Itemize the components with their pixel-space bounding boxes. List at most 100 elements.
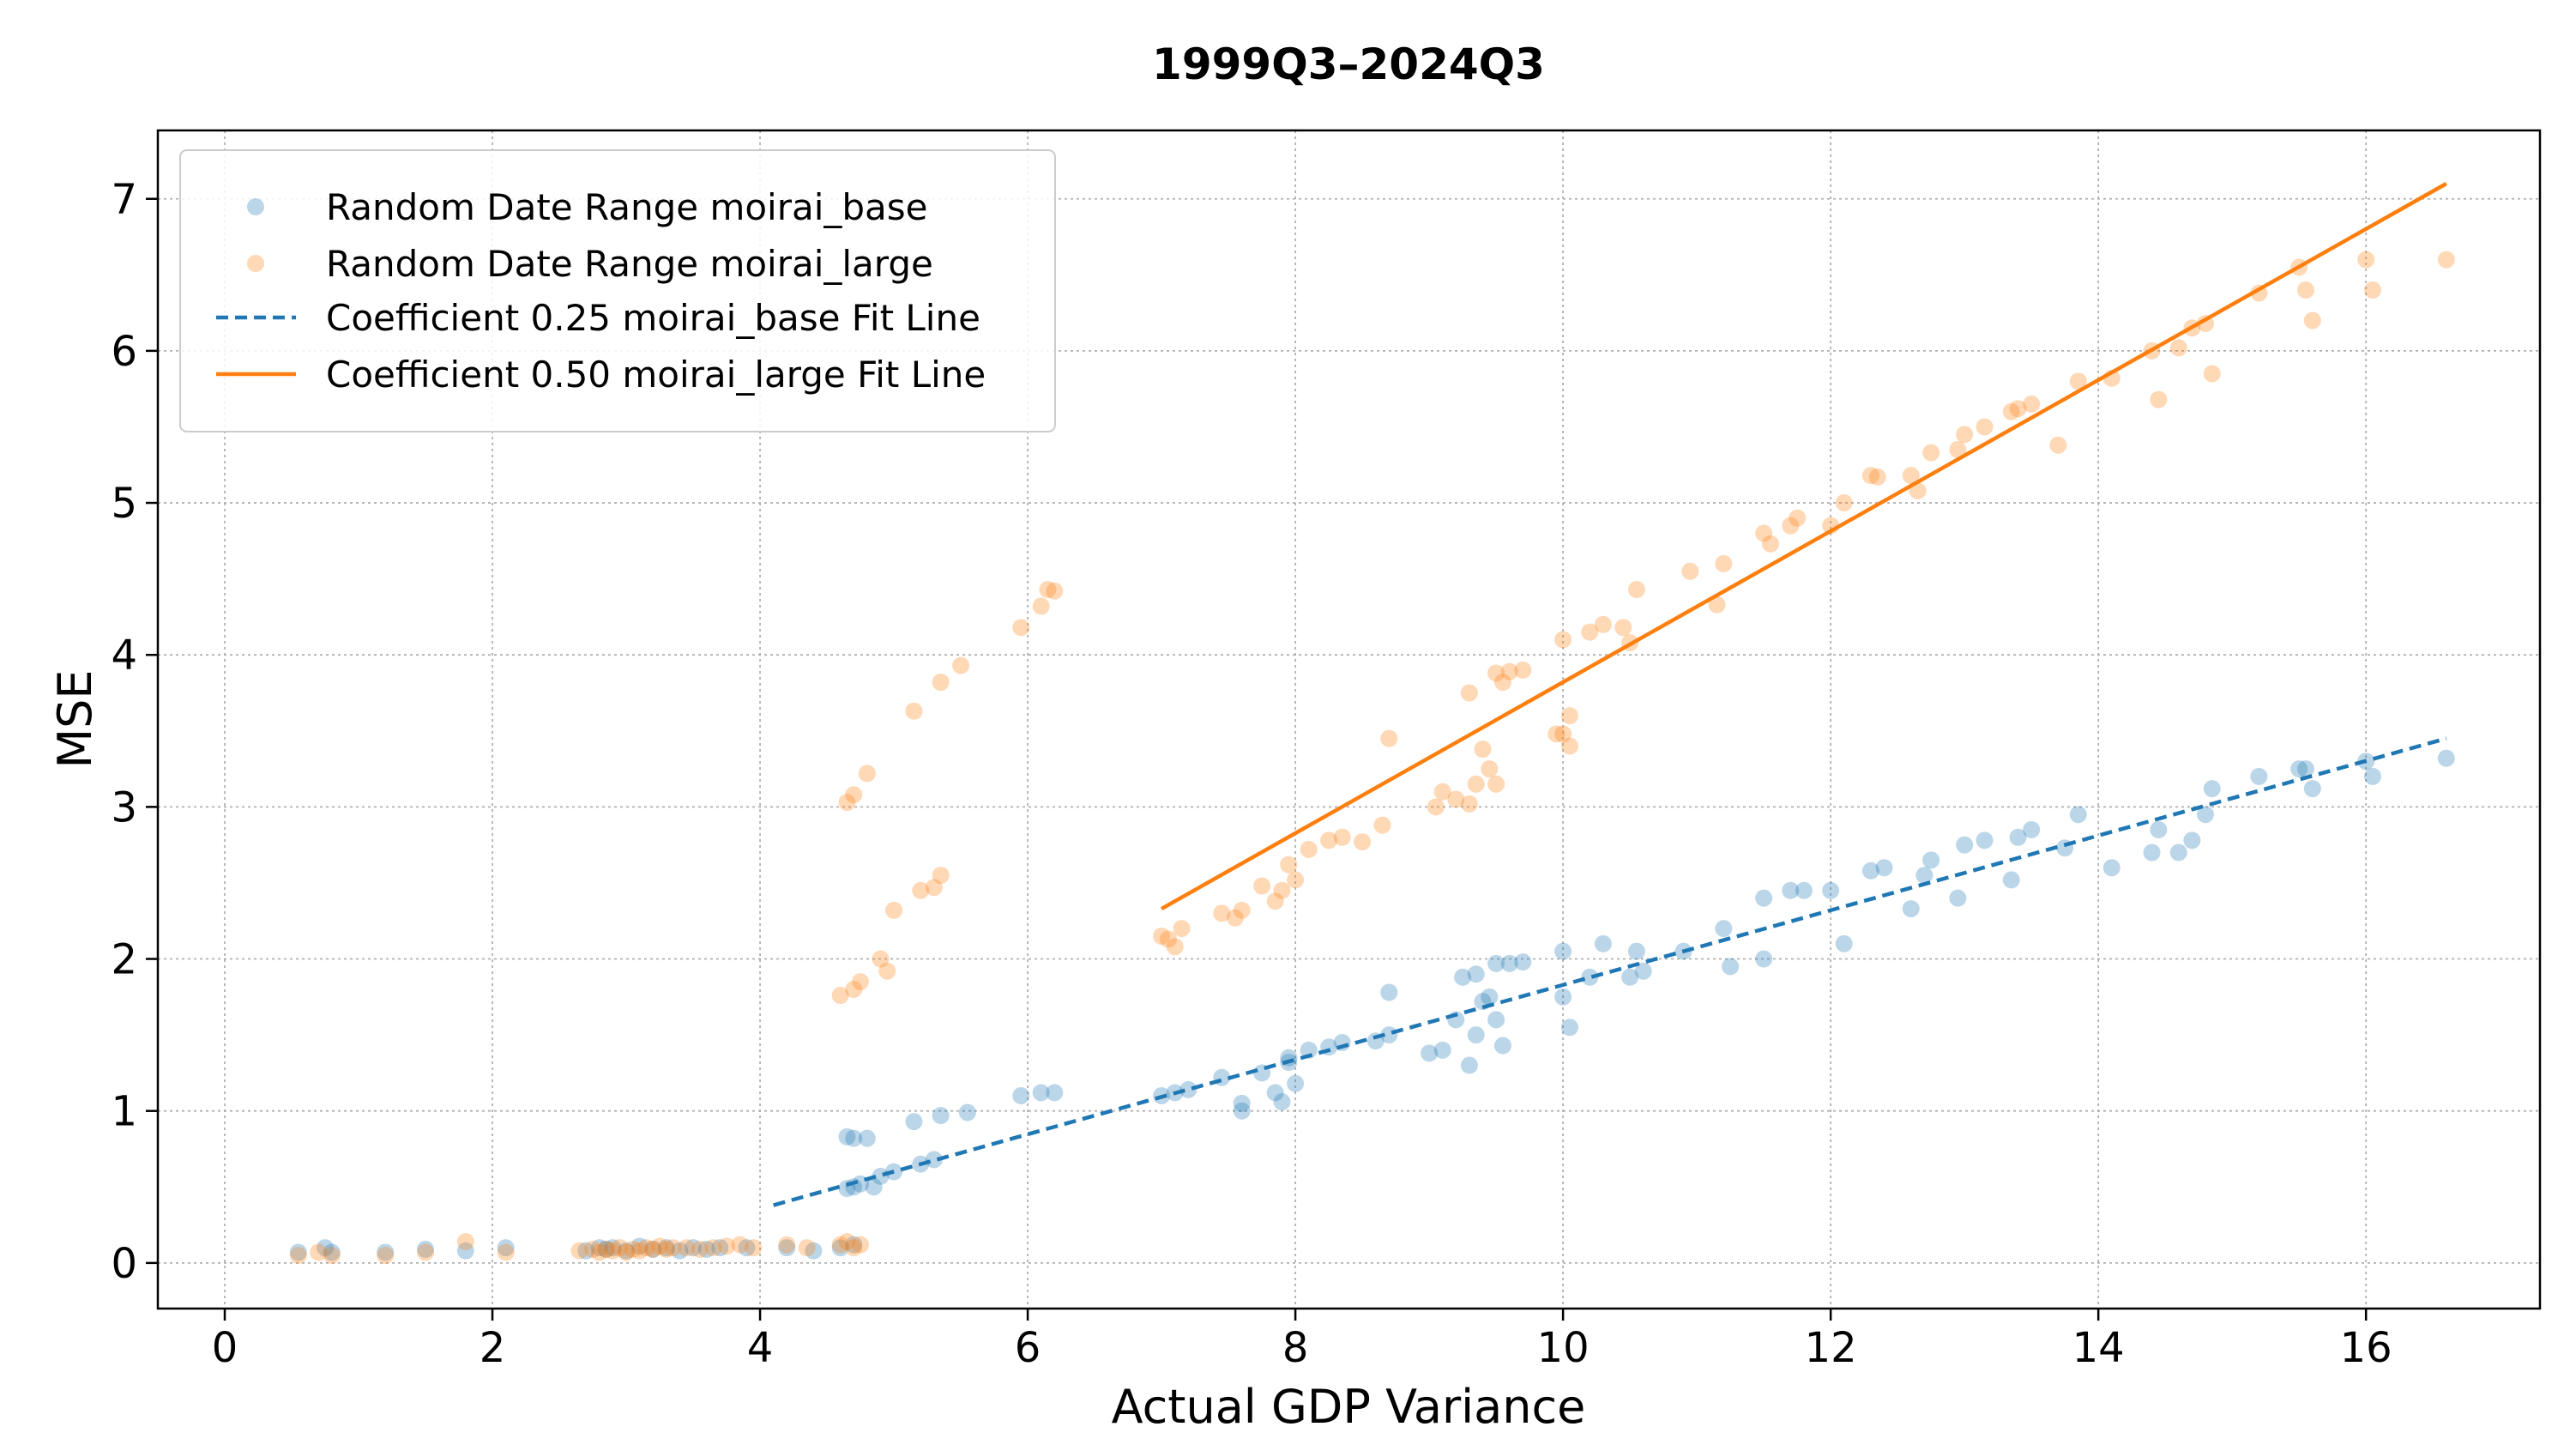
point-moirai-large [745,1239,763,1257]
point-moirai-large [657,1240,675,1258]
point-moirai-base [1421,1044,1439,1062]
point-moirai-large [1755,524,1773,542]
point-moirai-base [697,1240,715,1258]
point-moirai-base [1032,1084,1050,1102]
legend-label-base-fit: Coefficient 0.25 moirai_base Fit Line [326,297,980,339]
point-moirai-base [2009,828,2027,846]
point-moirai-large [1153,927,1171,945]
point-moirai-large [2203,365,2221,383]
point-moirai-base [1046,1084,1064,1102]
point-moirai-base [1179,1080,1198,1098]
point-moirai-large [1708,596,1726,614]
point-moirai-base [1715,920,1733,938]
fit-line-moirai-large [1160,182,2447,911]
point-moirai-large [1320,831,1338,849]
point-moirai-base [1487,1011,1505,1029]
point-moirai-base [1433,1041,1451,1059]
point-moirai-base [1795,881,1813,899]
point-moirai-base [845,1129,863,1147]
point-moirai-base [2002,871,2020,889]
point-moirai-base [1467,965,1485,983]
point-moirai-large [1594,615,1612,633]
point-moirai-base [1822,881,1840,899]
point-moirai-base [1621,968,1639,986]
point-moirai-base [872,1167,890,1185]
point-moirai-base [2203,780,2221,798]
point-moirai-base [2183,831,2201,849]
point-moirai-large [852,1236,870,1254]
point-moirai-base [671,1242,689,1260]
point-moirai-large [1715,554,1733,572]
point-moirai-base [838,1128,856,1146]
point-moirai-large [1233,901,1251,919]
point-moirai-base [1514,953,1532,971]
point-moirai-base [1581,968,1599,986]
legend-label-large: Random Date Range moirai_large [326,243,933,285]
point-moirai-base [2102,859,2121,877]
point-moirai-large [1761,535,1779,553]
point-moirai-large [1354,833,1372,851]
point-moirai-large [1333,828,1351,846]
point-moirai-base [845,1236,863,1254]
point-moirai-base [497,1239,515,1257]
point-moirai-large [1166,938,1184,956]
point-moirai-large [1460,684,1478,702]
point-moirai-base [1500,954,1518,972]
point-moirai-large [731,1236,749,1254]
point-moirai-base [317,1239,335,1257]
point-moirai-large [611,1239,629,1257]
point-moirai-large [2023,395,2041,413]
point-moirai-large [618,1243,636,1261]
point-moirai-large [878,962,896,980]
point-moirai-base [2363,767,2381,785]
point-moirai-base [925,1151,943,1169]
y-tick-label: 1 [111,1088,137,1136]
point-moirai-large [2002,402,2020,420]
y-tick-label: 3 [111,783,137,831]
point-moirai-large [2069,372,2087,390]
point-moirai-base [2296,760,2314,778]
point-moirai-base [1755,889,1773,907]
point-moirai-base [2303,780,2321,798]
point-moirai-base [2150,820,2168,838]
point-moirai-large [1373,816,1391,834]
point-moirai-large [1547,725,1566,743]
point-moirai-large [1273,881,1291,899]
point-moirai-base [1460,1056,1478,1074]
point-moirai-large [1976,418,1994,436]
point-moirai-base [1554,988,1572,1006]
point-moirai-large [377,1246,395,1264]
point-moirai-large [1481,760,1499,778]
point-moirai-large [838,794,856,812]
point-moirai-large [852,973,870,991]
point-moirai-base [932,1107,950,1125]
point-moirai-large [1433,783,1451,801]
point-moirai-large [1253,877,1271,895]
point-moirai-large [289,1246,307,1264]
point-moirai-large [1902,467,1920,485]
point-moirai-large [1300,840,1318,858]
point-moirai-base [2196,806,2214,824]
legend-marker-base [247,198,264,215]
legend-label-base: Random Date Range moirai_base [326,186,928,228]
point-moirai-base [630,1237,649,1255]
y-tick-label: 5 [111,480,137,528]
legend: Random Date Range moirai_base Random Dat… [179,149,1056,432]
point-moirai-large [1789,509,1807,527]
point-moirai-large [1554,631,1572,649]
point-moirai-large [905,702,923,720]
point-moirai-large [664,1239,682,1257]
point-moirai-base [958,1103,976,1122]
point-moirai-large [604,1242,622,1260]
point-moirai-base [1915,867,1934,885]
y-axis-label: MSE [48,670,102,769]
point-moirai-base [417,1240,435,1258]
point-moirai-large [1861,467,1879,485]
point-moirai-large [1487,664,1505,682]
point-moirai-large [2357,251,2375,269]
point-moirai-large [845,786,863,804]
point-moirai-base [377,1243,395,1261]
point-moirai-base [1782,881,1800,899]
legend-marker-large [247,255,264,272]
